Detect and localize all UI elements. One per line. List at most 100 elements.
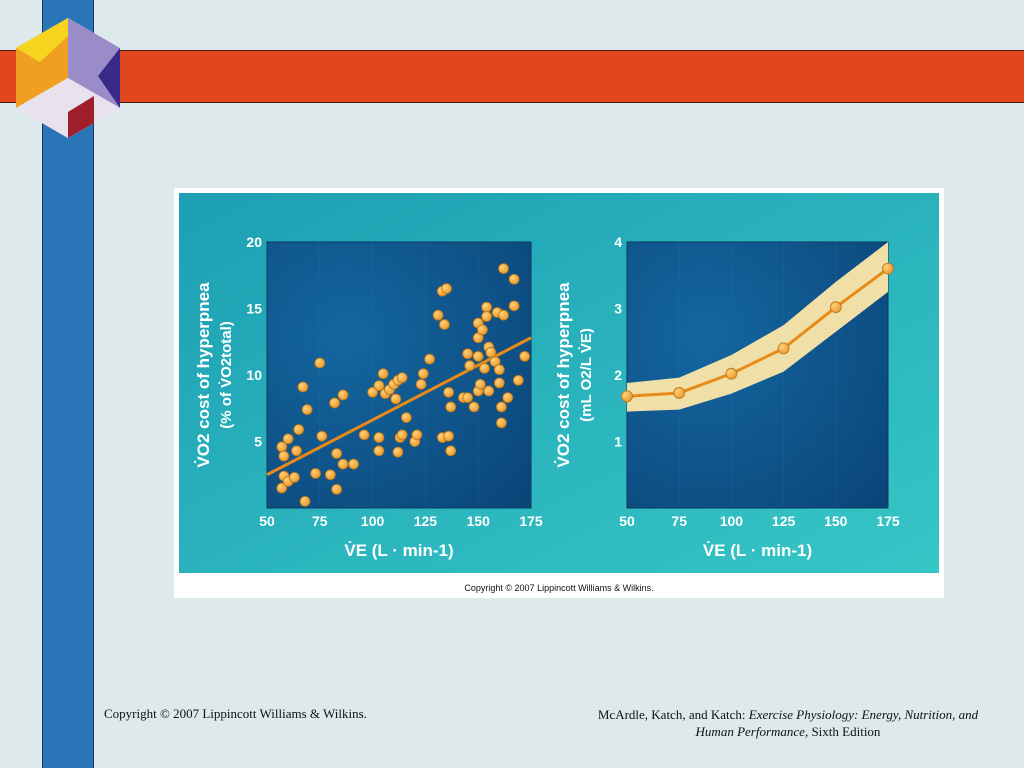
line-chart: 50 75 100 125 150 175 1 2 3 4 V̇E (L · min-1) V̇O2 …	[554, 234, 900, 560]
data-point	[519, 350, 531, 362]
footer-edition: Sixth Edition	[808, 724, 881, 739]
y-axis-sublabel: (% of V̇O2total)	[218, 321, 235, 429]
y-axis-label: V̇O2 cost of hyperpnea	[194, 282, 213, 468]
data-point	[329, 397, 340, 409]
data-point	[439, 319, 450, 330]
x-tick-label: 75	[671, 513, 687, 529]
data-point	[462, 392, 474, 404]
data-point	[464, 360, 476, 372]
data-point	[331, 448, 343, 459]
x-tick-label: 100	[720, 513, 744, 529]
data-point	[496, 401, 507, 413]
data-point	[282, 433, 294, 445]
data-point	[468, 401, 480, 413]
y-tick-label: 2	[614, 367, 622, 383]
x-tick-label: 150	[824, 513, 848, 529]
x-tick-label: 125	[772, 513, 796, 529]
data-point	[829, 301, 842, 314]
data-point	[337, 458, 349, 470]
data-point	[373, 380, 385, 392]
data-point	[512, 374, 524, 386]
data-point	[508, 273, 520, 285]
y-axis-sublabel: (mL O2/L V̇E)	[578, 328, 595, 422]
data-point	[498, 309, 509, 321]
data-point	[496, 417, 507, 429]
data-point	[289, 472, 300, 483]
figure-copyright: Copyright © 2007 Lippincott Williams & W…	[464, 583, 654, 593]
data-point	[474, 378, 486, 390]
data-point	[441, 283, 452, 294]
data-point	[358, 429, 370, 441]
data-point	[725, 367, 738, 380]
data-point	[314, 357, 326, 369]
data-point	[373, 445, 385, 457]
data-point	[477, 324, 488, 336]
data-point	[324, 469, 336, 481]
data-point	[485, 346, 497, 358]
data-point	[276, 482, 288, 494]
data-point	[400, 412, 412, 423]
data-point	[424, 353, 436, 365]
y-tick-label: 5	[254, 434, 262, 450]
data-point	[498, 263, 509, 274]
header-red-bar	[0, 50, 1024, 103]
data-point	[301, 404, 313, 415]
x-tick-label: 150	[467, 513, 491, 529]
data-point	[472, 350, 484, 362]
data-point	[502, 392, 514, 404]
data-point	[481, 311, 493, 322]
data-point	[348, 458, 359, 470]
data-point	[331, 483, 343, 495]
data-point	[367, 386, 379, 398]
data-point	[396, 372, 408, 384]
data-point	[411, 429, 423, 441]
footer-book-title: Exercise Physiology: Energy, Nutrition, …	[695, 707, 979, 739]
data-point	[777, 342, 790, 355]
data-point	[377, 368, 389, 380]
x-tick-label: 50	[619, 513, 635, 529]
data-point	[310, 468, 321, 479]
data-point	[297, 381, 309, 393]
data-point	[481, 301, 493, 313]
data-point	[483, 385, 495, 397]
y-tick-label: 1	[614, 434, 622, 450]
x-tick-label: 50	[259, 513, 275, 529]
data-point	[443, 386, 455, 398]
data-point	[621, 390, 633, 403]
x-tick-label: 75	[312, 513, 328, 529]
y-axis-label: V̇O2 cost of hyperpnea	[554, 282, 573, 468]
data-point	[443, 430, 455, 442]
data-point	[462, 348, 474, 360]
y-tick-label: 10	[246, 367, 262, 383]
data-point	[445, 401, 457, 413]
data-point	[392, 446, 404, 458]
data-point	[278, 450, 290, 462]
trend-line	[266, 336, 532, 477]
x-tick-label: 125	[414, 513, 438, 529]
series-line	[626, 267, 889, 398]
x-axis-label: V̇E (L · min-1)	[703, 541, 812, 560]
data-point	[673, 387, 686, 399]
x-tick-label: 175	[876, 513, 900, 529]
data-point	[493, 364, 505, 376]
y-tick-label: 4	[614, 234, 622, 250]
data-point	[373, 432, 385, 443]
footer-authors: McArdle, Katch, and Katch:	[597, 707, 749, 722]
x-axis-label: V̇E (L · min-1)	[344, 541, 453, 560]
data-point	[293, 424, 305, 435]
data-point	[299, 495, 311, 507]
data-point	[432, 309, 444, 321]
x-tick-label: 100	[361, 513, 385, 529]
data-point	[337, 389, 349, 401]
data-point	[479, 362, 490, 374]
data-point	[415, 378, 427, 390]
footer-citation: McArdle, Katch, and Katch: Exercise Phys…	[596, 706, 980, 740]
data-point	[417, 368, 429, 380]
y-tick-label: 15	[246, 301, 262, 317]
data-point	[508, 300, 520, 312]
figure-panel: 50 75 100 125 150 175 5 10 15 20 V̇E (L · min-1) V̇…	[174, 188, 944, 598]
data-point	[445, 445, 457, 457]
data-point	[396, 429, 408, 441]
